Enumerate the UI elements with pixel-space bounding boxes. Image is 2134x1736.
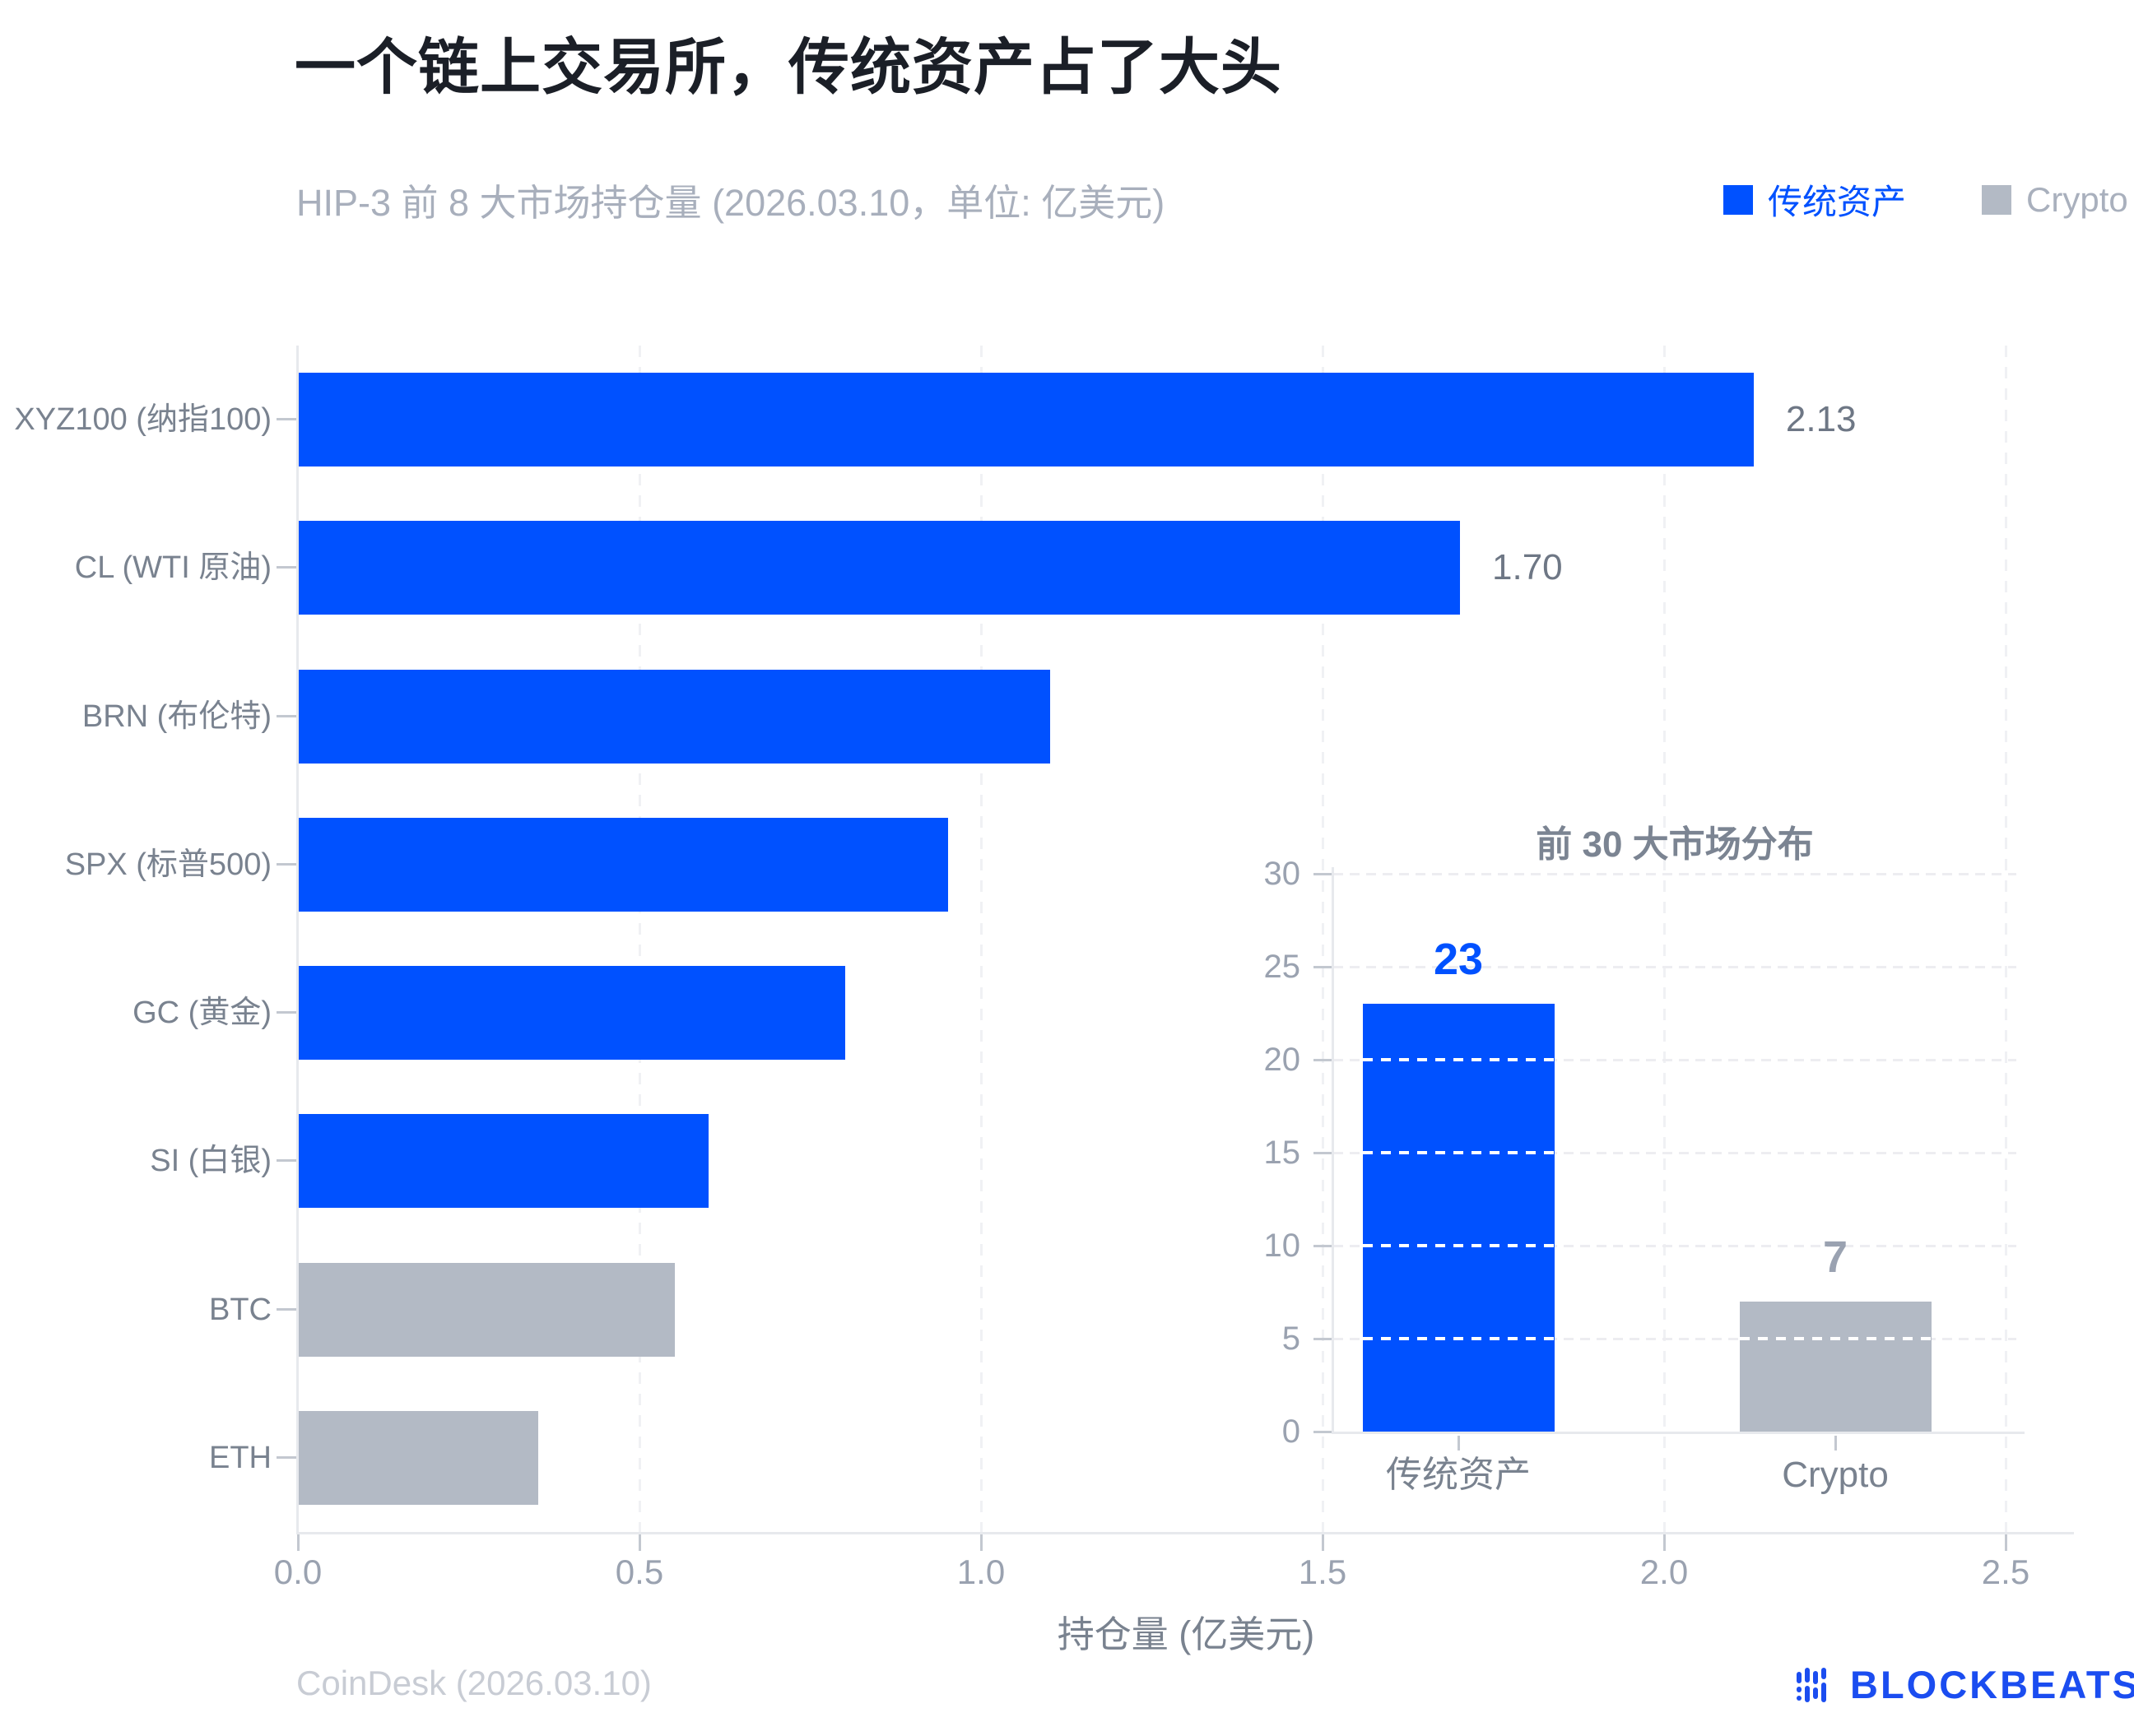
inset-chart-title: 前 30 大市场分布 [1536,824,1814,865]
bar-eth [299,1410,538,1505]
y-axis-tick-gc [277,1011,296,1014]
inset-category-label-crypto: Crypto [1782,1455,1889,1495]
x-axis-tick-label-2.5: 2.5 [1981,1553,2030,1591]
gridline-x-2.5 [2005,346,2007,1532]
bar-spx [299,817,948,912]
category-label-eth: ETH [209,1440,272,1475]
blockbeats-wordmark: BLOCKBEATS [1850,1663,2134,1706]
category-label-spx: SPX (标普500) [64,847,272,882]
inset-y-tick-label-25: 25 [1263,949,1301,985]
gridline-x-2 [1663,346,1666,1532]
x-axis-tick-label-0.5: 0.5 [615,1553,664,1591]
inset-x-axis-tick-traditional [1458,1436,1460,1451]
blockbeats-icon [1797,1667,1826,1702]
inset-y-axis-tick-10 [1313,1245,1332,1247]
inset-y-tick-label-30: 30 [1263,856,1301,892]
legend: 传统资产 Crypto [1723,174,2128,225]
y-axis-line [296,346,299,1532]
y-axis-tick-spx [277,862,296,866]
inset-bar-gridline-overlay-traditional-20 [1362,1058,1555,1061]
inset-y-tick-label-10: 10 [1263,1228,1301,1264]
gridline-x-0.5 [639,346,641,1532]
inset-bar-value-label-traditional: 23 [1433,935,1484,985]
y-axis-tick-eth [277,1455,296,1459]
gridline-x-1.5 [1322,346,1324,1532]
inset-bar-traditional [1362,1004,1555,1432]
inset-bar-gridline-overlay-crypto-5 [1739,1337,1932,1340]
y-axis-tick-cl [277,566,296,569]
x-axis-tick-2.0 [1663,1534,1666,1551]
inset-y-tick-label-5: 5 [1281,1321,1300,1357]
bar-btc [299,1262,675,1357]
category-label-gc: GC (黄金) [133,996,272,1031]
category-label-btc: BTC [209,1292,272,1327]
inset-gridline-y-20 [1333,1059,2016,1061]
inset-y-axis-tick-15 [1313,1152,1332,1154]
inset-x-axis-tick-crypto [1834,1436,1837,1451]
bar-gc [299,966,845,1061]
legend-item-crypto: Crypto [1982,180,2128,220]
category-label-xyz100: XYZ100 (纳指100) [14,402,272,438]
x-axis-tick-label-0.0: 0.0 [273,1553,323,1591]
inset-bar-gridline-overlay-traditional-10 [1362,1244,1555,1247]
blockbeats-logo: BLOCKBEATS [1796,1662,2134,1707]
category-label-si: SI (白银) [150,1144,272,1179]
inset-y-tick-label-0: 0 [1281,1413,1300,1450]
legend-swatch-crypto-icon [1982,184,2012,215]
y-axis-tick-btc [277,1307,296,1311]
inset-gridline-y-10 [1333,1245,2016,1247]
inset-y-axis-tick-0 [1313,1431,1332,1433]
legend-label-traditional: 传统资产 [1768,183,1907,221]
inset-y-axis-tick-20 [1313,1059,1332,1061]
legend-swatch-traditional-icon [1723,184,1753,215]
legend-item-traditional: 传统资产 [1723,174,1906,225]
y-axis-tick-xyz100 [277,418,296,421]
bar-brn [299,669,1050,764]
inset-y-axis-tick-5 [1313,1338,1332,1340]
inset-bar-gridline-overlay-traditional-15 [1362,1151,1555,1154]
inset-bar-gridline-overlay-traditional-5 [1362,1337,1555,1340]
x-axis-tick-label-1.5: 1.5 [1298,1553,1347,1591]
x-axis-tick-1.5 [1322,1534,1324,1551]
inset-y-tick-label-20: 20 [1263,1042,1301,1078]
inset-gridline-y-25 [1333,966,2016,968]
gridline-x-1 [980,346,983,1532]
inset-bar-value-label-crypto: 7 [1822,1232,1848,1282]
x-axis-tick-0.0 [297,1534,300,1551]
inset-gridline-y-5 [1333,1338,2016,1340]
y-axis-tick-si [277,1159,296,1163]
source-credit: CoinDesk (2026.03.10) [296,1664,652,1702]
category-label-cl: CL (WTI 原油) [74,550,272,586]
y-axis-tick-brn [277,714,296,717]
x-axis-tick-1.0 [980,1534,983,1551]
bar-cl [299,521,1460,615]
x-axis-line [296,1532,2074,1534]
inset-y-axis-tick-25 [1313,966,1332,968]
inset-gridline-y-30 [1333,873,2016,875]
inset-x-axis-line [1332,1432,2025,1434]
x-axis-tick-label-1.0: 1.0 [956,1553,1006,1591]
page-subtitle: HIP-3 前 8 大市场持仓量 (2026.03.10，单位: 亿美元) [296,182,1165,224]
x-axis-tick-label-2.0: 2.0 [1639,1553,1689,1591]
inset-bar-crypto [1739,1301,1932,1432]
x-axis-title: 持仓量 (亿美元) [1057,1613,1315,1655]
legend-label-crypto: Crypto [2026,179,2128,219]
x-axis-tick-0.5 [639,1534,641,1551]
inset-y-axis-tick-30 [1313,873,1332,875]
inset-category-label-traditional: 传统资产 [1386,1455,1531,1495]
bar-si [299,1114,709,1209]
bar-value-label-cl: 1.70 [1492,547,1563,588]
inset-y-tick-label-15: 15 [1263,1135,1301,1171]
bar-xyz100 [299,373,1754,467]
x-axis-tick-2.5 [2005,1534,2007,1551]
inset-gridline-y-15 [1333,1152,2016,1154]
page-title: 一个链上交易所，传统资产占了大头 [295,33,1282,101]
inset-y-axis-line [1332,867,1334,1433]
bar-value-label-xyz100: 2.13 [1785,399,1857,440]
category-label-brn: BRN (布伦特) [81,699,272,734]
